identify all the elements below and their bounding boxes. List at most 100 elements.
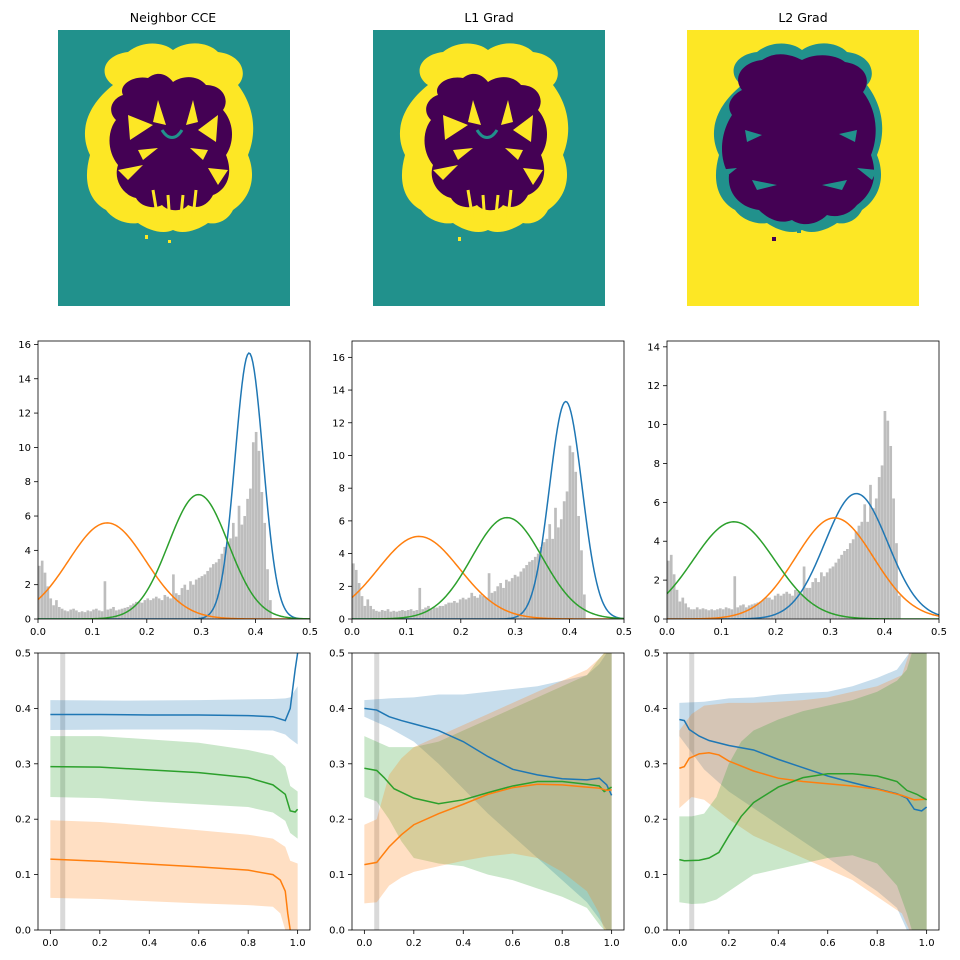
panel-title: Neighbor CCE xyxy=(130,10,217,25)
histogram-bar xyxy=(490,592,494,619)
histogram-bar xyxy=(794,589,797,619)
histogram-bar xyxy=(557,527,560,619)
histogram-bar xyxy=(223,546,227,619)
histogram-bar xyxy=(820,572,823,619)
histogram-bar xyxy=(669,554,673,619)
mean-line-blue xyxy=(679,718,928,812)
histogram-bar xyxy=(398,610,401,619)
histogram-bar xyxy=(115,610,118,619)
y-tick-label: 10 xyxy=(647,420,660,431)
histogram-bar xyxy=(502,587,505,619)
histogram-bar xyxy=(154,596,158,619)
histogram-bar xyxy=(825,572,829,619)
histogram-bar xyxy=(157,598,161,619)
histogram-bar xyxy=(80,611,84,619)
y-tick-label: 6 xyxy=(339,516,345,527)
histogram-bar xyxy=(38,565,41,619)
histogram-bar xyxy=(160,600,164,619)
histogram-bar xyxy=(808,587,812,619)
mean-line-green xyxy=(364,767,613,805)
histogram-bar xyxy=(427,605,430,619)
x-tick-label: 0.3 xyxy=(507,627,523,638)
x-tick-label: 0.2 xyxy=(768,627,784,638)
histogram-bar xyxy=(886,420,890,619)
histogram-bar xyxy=(730,609,734,619)
histogram-bar xyxy=(429,609,433,619)
y-tick-label: 0.5 xyxy=(644,649,660,660)
x-tick-label: 0.2 xyxy=(406,938,422,949)
histogram-bar xyxy=(450,602,453,619)
histogram-bar xyxy=(57,606,61,619)
histogram-bar xyxy=(458,599,462,619)
y-tick-label: 0.1 xyxy=(644,870,660,881)
histogram-bar xyxy=(453,601,456,619)
histogram-bar xyxy=(186,589,189,619)
y-tick-label: 0.3 xyxy=(644,759,660,770)
histogram-bar xyxy=(69,609,73,619)
histogram-bar xyxy=(863,504,867,619)
histogram-bar xyxy=(126,606,130,619)
y-tick-label: 0 xyxy=(25,615,31,626)
x-tick-label: 0.4 xyxy=(141,938,157,949)
mean-line-green xyxy=(50,765,299,813)
y-tick-label: 14 xyxy=(647,342,660,353)
histogram-bar xyxy=(447,602,450,619)
x-tick-label: 0.0 xyxy=(671,938,687,949)
histogram-bar xyxy=(237,505,241,619)
histogram-bar xyxy=(395,611,399,619)
histogram-bar xyxy=(229,538,232,619)
histogram-bar xyxy=(479,594,482,619)
histogram-bar xyxy=(206,570,209,619)
histogram-bar xyxy=(140,602,144,619)
histogram-bar xyxy=(883,410,887,619)
histogram-bar xyxy=(109,608,112,619)
y-tick-label: 4 xyxy=(25,546,31,557)
histogram-bar xyxy=(545,538,549,619)
histogram-bar xyxy=(369,605,373,619)
y-tick-label: 6 xyxy=(654,498,660,509)
histogram-bar xyxy=(177,594,181,619)
histogram-bar xyxy=(750,604,754,619)
y-tick-label: 8 xyxy=(654,459,660,470)
histogram-bar xyxy=(773,595,777,619)
histogram-bar xyxy=(476,597,479,619)
gaussian-curve-blue xyxy=(352,400,624,619)
y-tick-label: 0.5 xyxy=(329,649,345,660)
y-tick-label: 8 xyxy=(25,477,31,488)
y-tick-label: 8 xyxy=(339,484,345,495)
mean-line-green xyxy=(679,773,928,862)
histogram-bar xyxy=(438,605,442,619)
histogram-bar xyxy=(872,508,875,619)
histogram-bar xyxy=(149,600,152,619)
histogram-bar xyxy=(418,587,422,619)
y-tick-label: 0.0 xyxy=(15,926,31,937)
x-tick-label: 0.8 xyxy=(240,938,256,949)
x-tick-label: 0.3 xyxy=(822,627,838,638)
histogram-bar xyxy=(152,598,155,619)
plot-frame xyxy=(666,340,940,620)
histogram-bar xyxy=(565,491,569,619)
mean-line-orange xyxy=(50,858,291,930)
x-tick-label: 0.3 xyxy=(193,627,209,638)
histogram-bar xyxy=(765,597,768,619)
x-tick-label: 0.2 xyxy=(453,627,469,638)
histogram-bar xyxy=(95,608,98,619)
histogram-bar xyxy=(260,492,264,619)
histogram-bar xyxy=(678,601,682,619)
histogram-bar xyxy=(834,562,838,619)
x-tick-label: 0.6 xyxy=(505,938,521,949)
histogram-bar xyxy=(386,609,390,619)
histogram-bar xyxy=(226,541,229,619)
histogram-bar xyxy=(551,538,554,619)
histogram-bar xyxy=(257,450,261,619)
histogram-bar xyxy=(375,610,378,619)
histogram-bar xyxy=(802,566,806,619)
histogram-bar xyxy=(231,522,235,619)
histogram-bar xyxy=(854,531,858,619)
panel-title: L2 Grad xyxy=(778,10,827,25)
histogram-bar xyxy=(799,593,803,619)
histogram-bar xyxy=(163,594,167,619)
x-tick-label: 0.0 xyxy=(344,627,360,638)
y-tick-label: 16 xyxy=(18,340,31,351)
histogram-bar xyxy=(75,610,78,619)
